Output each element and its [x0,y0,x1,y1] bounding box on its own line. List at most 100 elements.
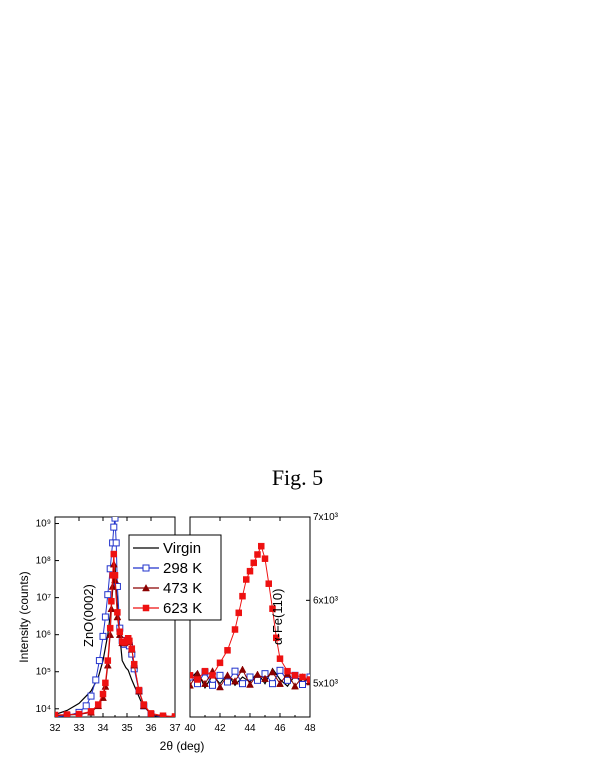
y-tick-label: 7x10³ [313,512,339,523]
data-point [101,613,109,621]
data-point [135,686,143,694]
data-point [231,677,239,685]
figure-title: Fig. 5 [271,465,324,490]
legend-label: Virgin [163,540,201,557]
data-point [246,673,254,681]
left-panel: 32 33 34 35 36 37 10⁴ 10⁵ 10⁶ 10⁷ 10⁸ 10⁹ ZnO(0002) [36,516,181,734]
x-tick-label: 46 [274,723,286,734]
data-point [284,667,291,675]
data-point [111,517,119,522]
data-point [82,702,90,710]
data-point [223,671,232,679]
data-point [114,609,121,616]
data-point [209,681,216,689]
data-point [216,682,224,691]
x-tick-label: 42 [214,723,226,734]
data-point [231,626,239,633]
x-tick-label: 48 [304,723,316,734]
data-point [269,680,276,688]
data-point [140,701,148,708]
data-point [104,657,112,664]
data-point [250,559,257,567]
data-point [261,674,269,682]
data-point [216,659,224,667]
data-point [246,567,254,575]
x-axis-label: 2θ (deg) [160,739,205,753]
data-point [235,609,242,617]
data-point [291,672,299,679]
y-tick-label: 10⁸ [36,556,51,567]
data-point [284,676,291,684]
data-point [113,612,122,621]
data-point [63,711,71,717]
data-point [269,605,276,612]
data-point [108,582,117,590]
data-point [231,667,239,675]
data-point [254,551,261,558]
data-point [128,645,136,652]
data-point [75,710,83,717]
data-point [253,670,262,678]
y-tick-label: 10⁴ [36,704,51,715]
data-point [201,667,209,675]
data-point [55,711,59,717]
data-point [224,647,231,654]
data-point [299,673,306,681]
data-point [265,580,272,587]
data-point [99,690,107,698]
zno-annotation: ZnO(0002) [81,584,96,647]
y-tick-label: 10⁹ [36,519,51,530]
x-tick-label: 32 [49,723,61,734]
data-point [243,576,250,583]
data-point [209,672,216,679]
data-point [239,592,246,600]
y-tick-label: 10⁵ [36,667,51,678]
legend-swatch-marker [142,604,150,612]
y-tick-label: 10⁶ [36,630,51,641]
data-point [254,676,261,684]
data-point [110,523,118,531]
data-point [268,667,277,676]
data-point [87,708,95,715]
y-axis-label: Intensity (counts) [17,571,31,662]
x-tick-label: 35 [121,723,133,734]
data-point [201,679,209,687]
data-point [306,676,310,683]
x-tick-label: 40 [184,723,196,734]
left-series-group [55,517,175,717]
y-tick-label: 10⁷ [36,593,51,604]
right-panel: 40 42 44 46 48 5x10³ 6x10³ 7x10³ α-Fe(110) [184,512,338,734]
axis-labels: 2θ (deg) Intensity (counts) [17,571,204,753]
data-point [190,681,194,689]
data-point [112,539,120,547]
data-point [102,679,109,687]
data-point [106,624,114,632]
data-point [110,550,118,558]
legend-swatch-marker [142,564,150,572]
data-point [273,634,280,642]
data-point [239,680,246,688]
data-point [276,655,284,662]
data-point [130,660,138,668]
data-point [224,678,231,686]
data-point [108,597,115,605]
data-point [261,555,269,562]
data-point [291,682,299,690]
legend-swatch-marker [142,583,150,592]
legend: Virgin 298 K 473 K 623 K [128,534,222,621]
x-tick-label: 33 [73,723,85,734]
data-point [246,680,254,688]
data-point [194,676,201,683]
x-tick-label: 37 [169,723,181,734]
x-tick-label: 44 [244,723,256,734]
legend-label: 623 K [163,600,202,617]
data-point [159,712,167,717]
data-point [126,637,133,645]
data-point [116,628,124,635]
data-point [299,681,306,688]
data-point [87,692,95,700]
data-point [216,671,224,679]
right-series-group [190,542,310,691]
data-point [109,560,118,568]
